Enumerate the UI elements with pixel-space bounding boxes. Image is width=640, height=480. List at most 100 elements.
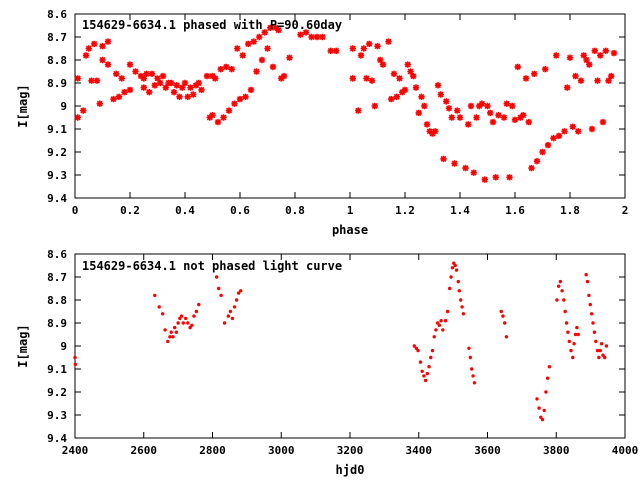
data-point [589, 312, 594, 316]
y-tick-label: 8.9 [47, 77, 67, 90]
data-point [216, 286, 221, 291]
data-point [333, 47, 340, 54]
data-point [457, 289, 462, 293]
data-point [469, 367, 474, 371]
data-point [286, 54, 293, 61]
data-point [157, 79, 164, 87]
data-point [443, 319, 448, 323]
data-point [410, 72, 417, 80]
y-tick-label: 9 [60, 100, 67, 113]
data-point [355, 107, 362, 114]
data-point [412, 344, 416, 348]
data-point [461, 312, 466, 316]
data-point [426, 128, 433, 135]
data-point [360, 45, 367, 52]
data-point [418, 360, 423, 364]
data-point [371, 102, 378, 110]
data-point [514, 63, 521, 71]
data-point [422, 374, 426, 378]
data-point [140, 75, 147, 82]
data-point [416, 348, 420, 353]
data-point [275, 26, 282, 34]
data-point [432, 128, 439, 135]
data-point [576, 332, 580, 337]
data-point [573, 332, 578, 337]
data-point [470, 169, 477, 176]
data-point [236, 291, 241, 295]
data-point [467, 102, 475, 110]
data-point [591, 47, 598, 54]
data-point [256, 33, 263, 41]
data-point [280, 72, 288, 80]
data-point [478, 100, 486, 107]
data-point [239, 52, 246, 59]
data-point [441, 328, 445, 332]
data-point [586, 61, 593, 68]
data-point [597, 355, 601, 360]
data-point [547, 365, 552, 369]
data-point [425, 371, 430, 376]
y-tick-label: 9 [60, 340, 67, 353]
data-point [603, 355, 607, 360]
data-point [437, 323, 442, 327]
data-point [159, 72, 167, 80]
data-point [571, 355, 575, 360]
data-point [506, 174, 513, 181]
data-point [121, 89, 128, 96]
data-point [214, 275, 219, 279]
data-point [214, 118, 222, 126]
y-tick-label: 8.6 [47, 248, 67, 261]
data-point [544, 390, 548, 394]
data-points [73, 261, 609, 422]
data-point [264, 45, 271, 52]
data-point [91, 40, 98, 48]
x-tick-label: 2400 [62, 444, 89, 457]
data-point [468, 355, 473, 360]
data-point [363, 75, 370, 82]
data-points [74, 24, 618, 183]
data-point [501, 314, 505, 318]
data-point [458, 298, 463, 302]
chart-title: 154629-6634.1 not phased light curve [82, 259, 342, 273]
x-tick-label: 2800 [199, 444, 226, 457]
data-point [504, 335, 509, 339]
data-point [209, 112, 216, 119]
data-point [503, 100, 510, 107]
data-point [415, 109, 422, 117]
data-point [429, 355, 433, 360]
data-point [232, 305, 237, 309]
data-point [592, 330, 597, 334]
y-tick-label: 9.4 [47, 432, 67, 445]
data-point [500, 114, 508, 121]
data-point [225, 107, 233, 114]
data-point [179, 84, 186, 91]
data-point [228, 66, 235, 73]
data-point [319, 33, 326, 41]
data-point [195, 79, 202, 87]
data-point [267, 24, 274, 31]
data-point [495, 112, 502, 119]
y-tick-label: 8.8 [47, 294, 67, 307]
x-axis-label: hjd0 [336, 463, 365, 477]
y-tick-label: 9.2 [47, 146, 67, 159]
data-point [374, 43, 381, 50]
data-point [599, 118, 607, 126]
data-point [377, 56, 384, 64]
data-point [604, 344, 609, 348]
data-point [539, 148, 546, 156]
data-point [421, 102, 428, 110]
data-point [126, 86, 134, 94]
data-point [73, 355, 77, 360]
data-point [605, 77, 612, 84]
data-point [437, 91, 444, 98]
data-point [517, 114, 524, 121]
data-point [278, 75, 285, 82]
data-point [445, 309, 450, 314]
data-point [272, 24, 279, 31]
data-point [560, 289, 564, 293]
data-point [550, 135, 557, 142]
data-point [418, 93, 425, 100]
y-tick-label: 8.7 [47, 31, 67, 44]
data-point [456, 279, 460, 284]
data-point [143, 70, 150, 77]
